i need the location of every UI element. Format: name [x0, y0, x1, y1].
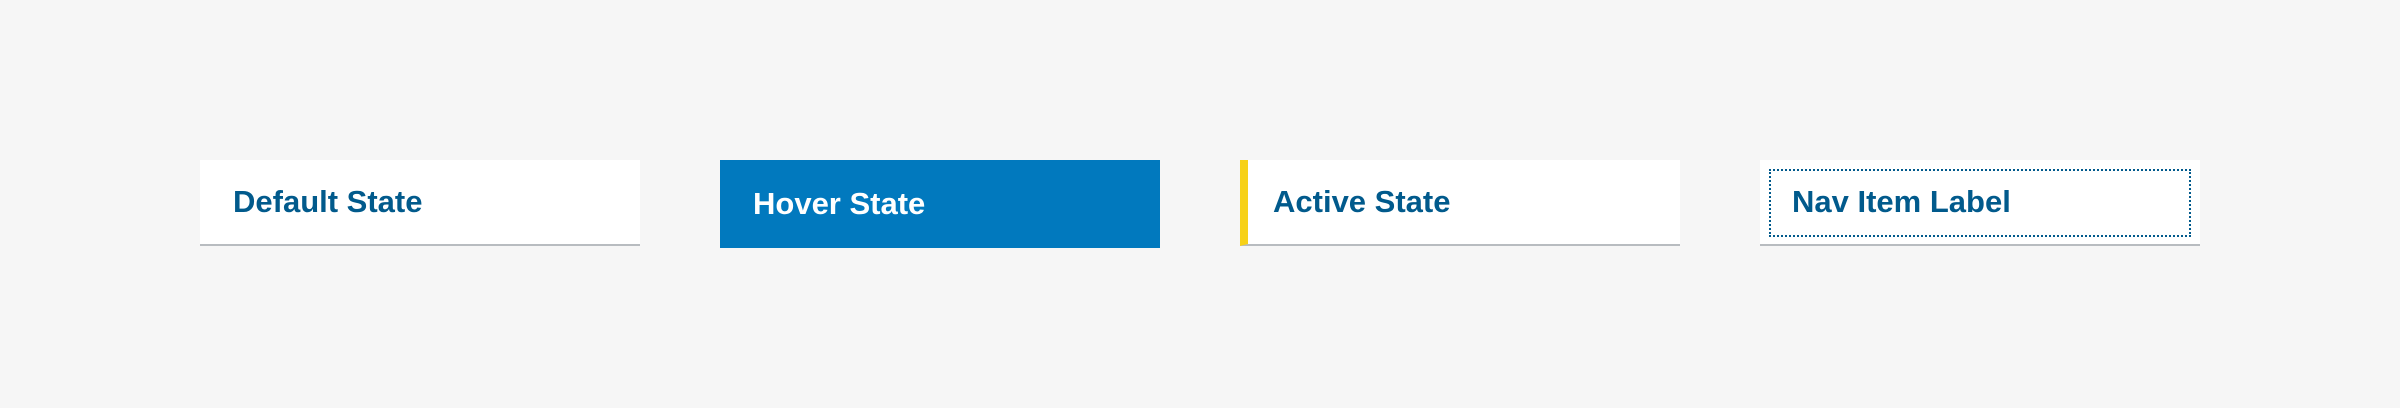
nav-item-default-state[interactable]: Default State — [200, 160, 640, 246]
nav-item-hover-state[interactable]: Hover State — [720, 160, 1160, 248]
nav-item-label: Hover State — [753, 186, 926, 221]
nav-item-active-state[interactable]: Active State — [1240, 160, 1680, 246]
nav-item-label: Default State — [233, 184, 423, 219]
nav-item-focus-state[interactable]: Nav Item Label — [1760, 160, 2200, 246]
nav-item-label: Active State — [1273, 184, 1451, 219]
nav-item-label: Nav Item Label — [1792, 184, 2011, 219]
